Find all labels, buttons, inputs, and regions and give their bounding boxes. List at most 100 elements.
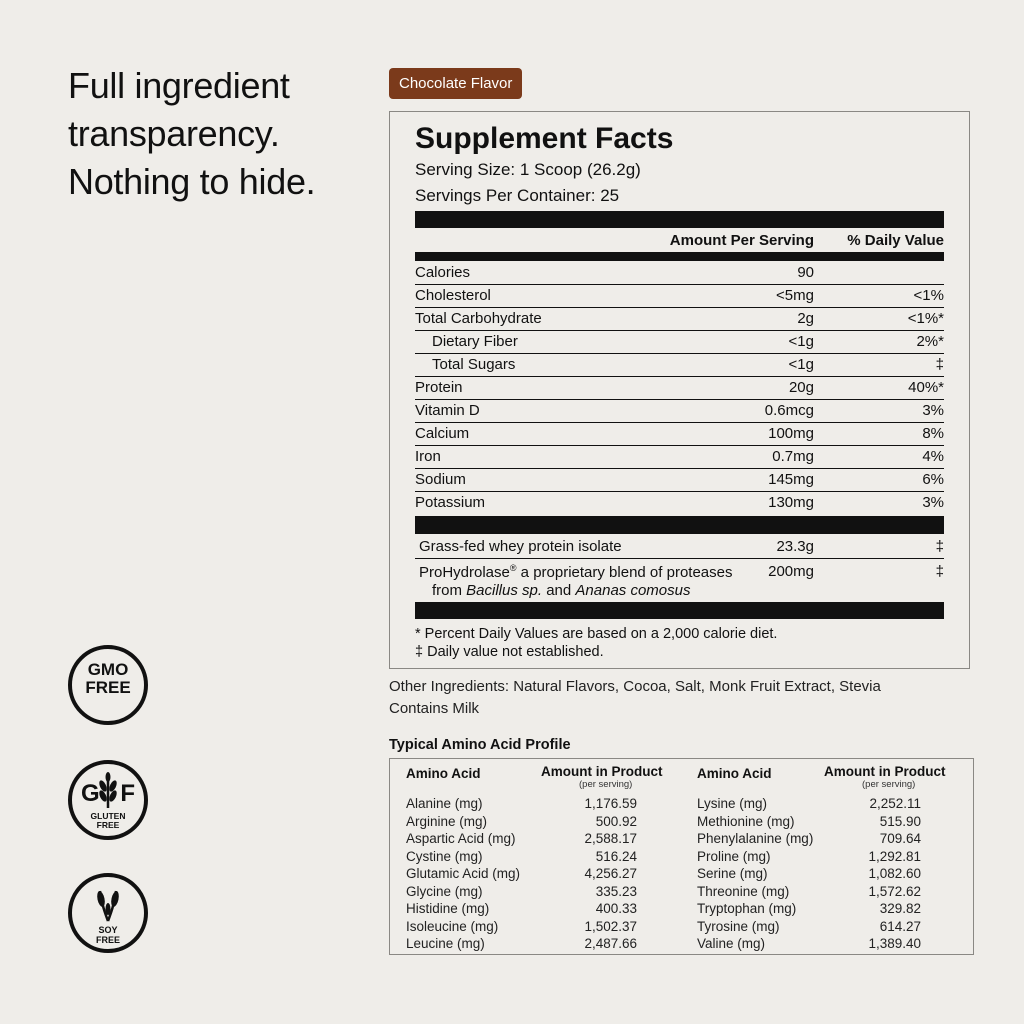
- amino-acid-name: Isoleucine (mg): [406, 918, 499, 934]
- amino-acid-value: 329.82: [879, 901, 921, 916]
- thick-divider-bottom: [415, 602, 944, 619]
- amino-header-acid-left: Amino Acid: [406, 766, 481, 781]
- nutrient-amount: <5mg: [776, 287, 814, 304]
- amino-acid-value: 2,252.11: [869, 796, 921, 811]
- nutrient-dv: 3%: [922, 402, 944, 419]
- nutrient-name: Vitamin D: [415, 402, 480, 419]
- soy-free-text: SOY FREE: [72, 925, 144, 945]
- supplement-facts-panel: Supplement Facts Serving Size: 1 Scoop (…: [389, 111, 970, 669]
- soy-line-2: FREE: [95, 935, 120, 945]
- amino-acid-value: 400.33: [595, 901, 637, 916]
- gluten-free-text: GLUTEN FREE: [72, 812, 144, 830]
- ananas-name: Ananas comosus: [575, 582, 691, 599]
- amino-acid-name: Aspartic Acid (mg): [406, 831, 516, 846]
- amino-acid-name: Glycine (mg): [406, 883, 483, 899]
- amino-acid-name: Tyrosine (mg): [697, 918, 780, 934]
- amino-header-acid-right: Amino Acid: [697, 766, 772, 781]
- amino-acid-value: 1,082.60: [868, 866, 921, 881]
- headline-line-2: transparency.: [68, 113, 280, 154]
- amino-acid-value: 1,176.59: [584, 796, 637, 811]
- amino-acid-value: 516.24: [595, 848, 637, 864]
- amino-acid-value: 1,502.37: [584, 918, 637, 934]
- prohydrolase-name: ProHydrolase: [419, 564, 510, 581]
- amino-acid-value: 1,292.81: [868, 848, 921, 864]
- amino-acid-name: Methionine (mg): [697, 813, 795, 829]
- nutrient-name: Potassium: [415, 494, 486, 511]
- facts-title: Supplement Facts: [415, 122, 674, 155]
- gluten-letter-f: F: [120, 780, 135, 807]
- amino-acid-name: Proline (mg): [697, 848, 771, 864]
- whey-name: Grass-fed whey protein isolate: [419, 538, 622, 555]
- nutrient-amount: 130mg: [768, 494, 814, 511]
- amino-acid-name: Tryptophan (mg): [697, 901, 797, 916]
- amino-acid-name: Glutamic Acid (mg): [406, 866, 521, 881]
- ingredient-row-whey: Grass-fed whey protein isolate 23.3g ‡: [415, 534, 944, 559]
- nutrient-dv: <1%: [913, 287, 944, 304]
- amino-acid-name: Lysine (mg): [697, 796, 768, 811]
- thick-divider-mid: [415, 516, 944, 534]
- nutrient-amount: 20g: [788, 379, 814, 396]
- nutrient-name: Calories: [415, 264, 471, 281]
- nutrient-row: Total Sugars <1g ‡: [415, 353, 944, 377]
- amino-acid-name: Threonine (mg): [697, 883, 790, 899]
- nutrient-row: Potassium 130mg 3%: [415, 491, 944, 514]
- nutrient-row: Calories 90: [415, 261, 944, 285]
- headline-line-1: Full ingredient: [68, 65, 290, 106]
- nutrient-row: Calcium 100mg 8%: [415, 422, 944, 446]
- nutrient-amount: 145mg: [768, 471, 814, 488]
- amino-header-per-right: (per serving): [862, 779, 916, 790]
- whey-dv: ‡: [935, 538, 944, 555]
- thick-divider-top: [415, 211, 944, 228]
- amino-acid-name: Valine (mg): [697, 936, 766, 951]
- bacillus-name: Bacillus sp.: [466, 582, 543, 599]
- col-dv-header: % Daily Value: [847, 232, 944, 249]
- amino-acid-name: Cystine (mg): [406, 848, 483, 864]
- soy-icon: [97, 890, 119, 922]
- amino-acid-name: Leucine (mg): [406, 936, 485, 951]
- servings-per-container: Servings Per Container: 25: [415, 186, 620, 205]
- prohydrolase-dv: ‡: [935, 563, 944, 580]
- nutrient-dv: 3%: [922, 494, 944, 511]
- nutrient-row: Total Carbohydrate 2g <1%*: [415, 307, 944, 331]
- footnote-daily-values: * Percent Daily Values are based on a 2,…: [415, 626, 778, 642]
- soy-free-badge: SOY FREE: [68, 873, 148, 953]
- wheat-icon: [99, 772, 117, 808]
- nutrient-row: Sodium 145mg 6%: [415, 468, 944, 492]
- gmo-line-1: GMO: [87, 660, 129, 679]
- gluten-free-badge: G F GLUTEN FREE: [68, 760, 148, 840]
- nutrient-dv: <1%*: [907, 310, 944, 327]
- prohydrolase-from: from: [432, 582, 467, 599]
- gluten-line-1: GLUTEN: [90, 811, 126, 821]
- gmo-free-icon: GMO FREE: [72, 661, 144, 697]
- nutrient-name: Total Carbohydrate: [415, 310, 542, 327]
- registered-mark: ®: [509, 563, 517, 573]
- nutrient-amount: <1g: [788, 333, 814, 350]
- nutrient-row: Cholesterol <5mg <1%: [415, 284, 944, 308]
- nutrient-dv: 8%: [922, 425, 944, 442]
- amino-acid-value: 335.23: [595, 883, 637, 899]
- gluten-line-2: FREE: [96, 820, 120, 830]
- amino-acid-value: 614.27: [879, 918, 921, 934]
- prohydrolase-line-2: from Bacillus sp. and Ananas comosus: [432, 582, 691, 599]
- amino-acid-value: 500.92: [595, 813, 637, 829]
- nutrient-name: Iron: [415, 448, 441, 465]
- headline: Full ingredient transparency. Nothing to…: [68, 62, 368, 206]
- amino-acid-value: 2,588.17: [584, 831, 637, 846]
- nutrient-name: Calcium: [415, 425, 470, 442]
- amino-acid-value: 2,487.66: [584, 936, 637, 951]
- nutrient-row: Iron 0.7mg 4%: [415, 445, 944, 469]
- amino-acid-value: 1,572.62: [868, 883, 921, 899]
- amino-acid-value: 515.90: [879, 813, 921, 829]
- nutrient-amount: 100mg: [768, 425, 814, 442]
- amino-acid-value: 1,389.40: [868, 936, 921, 951]
- soy-line-1: SOY: [98, 925, 118, 935]
- nutrient-amount: 90: [797, 264, 814, 281]
- prohydrolase-desc: a proprietary blend of proteases: [516, 564, 733, 581]
- amino-acid-name: Histidine (mg): [406, 901, 490, 916]
- allergen-contains: Contains Milk: [389, 700, 480, 717]
- nutrient-dv: 6%: [922, 471, 944, 488]
- amino-acid-name: Alanine (mg): [406, 796, 483, 811]
- amino-acid-name: Arginine (mg): [406, 813, 488, 829]
- amino-acid-value: 4,256.27: [584, 866, 637, 881]
- flavor-badge: Chocolate Flavor: [389, 68, 523, 99]
